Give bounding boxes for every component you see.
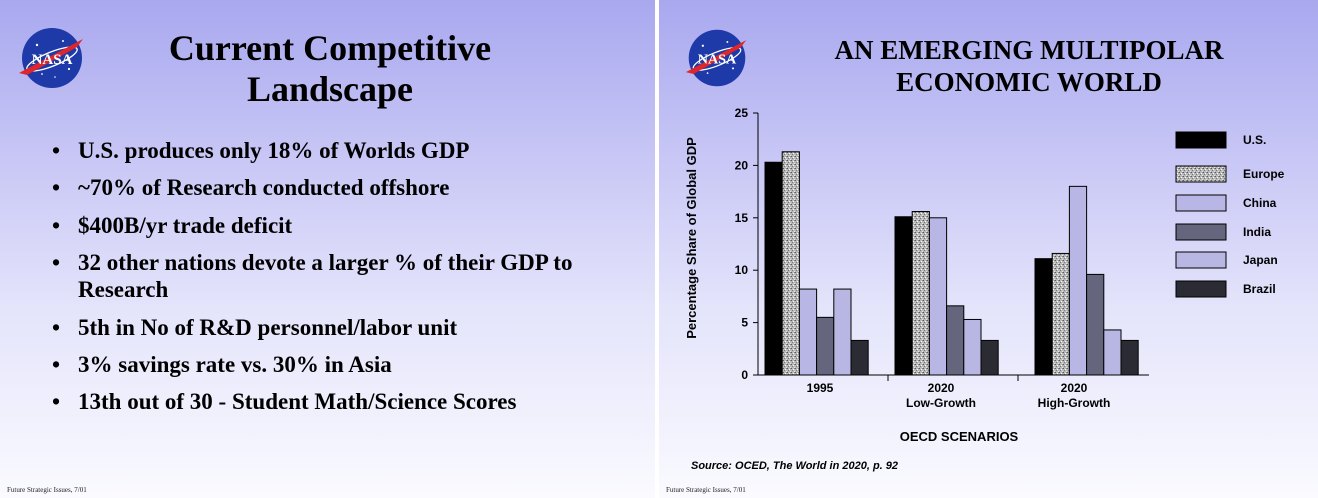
bar (946, 305, 965, 376)
y-tick-label: 20 (735, 158, 749, 172)
bullet-dot: • (52, 212, 61, 238)
legend-label: Europe (1243, 167, 1285, 181)
slide-current-competitive-landscape: NASA Current Competitive Landscape • U.S.… (0, 0, 655, 498)
slide-title: AN EMERGING MULTIPOLAR ECONOMIC WORLD (749, 34, 1309, 99)
bar (781, 151, 800, 376)
legend-swatch (1175, 223, 1227, 241)
bullet-text: 32 other nations devote a larger % of th… (78, 250, 573, 303)
svg-text:NASA: NASA (32, 52, 73, 68)
x-tick-label: 2020 (928, 381, 955, 395)
bar (1034, 258, 1053, 376)
bullet-list: • U.S. produces only 18% of Worlds GDP • ~7… (52, 138, 642, 427)
legend-label: Brazil (1243, 282, 1276, 296)
bar (980, 339, 999, 376)
bullet-dot: • (52, 314, 61, 340)
bullet-item: • 3% savings rate vs. 30% in Asia (52, 352, 642, 379)
bullet-item: • 32 other nations devote a larger % of t… (52, 250, 642, 304)
slide-title-line2: ECONOMIC WORLD (896, 67, 1162, 98)
y-axis-title: Percentage Share of Global GDP (684, 137, 699, 339)
bar (963, 318, 982, 376)
legend-swatch (1175, 165, 1227, 183)
legend-swatch (1175, 131, 1227, 149)
legend-label: India (1243, 225, 1271, 239)
x-tick-sublabel: High-Growth (1038, 396, 1111, 410)
bullet-item: • ~70% of Research conducted offshore (52, 175, 642, 202)
bar (894, 216, 913, 376)
bullet-item: • 13th out of 30 - Student Math/Science S… (52, 389, 642, 416)
x-tick-label: 1995 (807, 381, 834, 395)
y-tick-label: 5 (741, 316, 748, 330)
legend-swatch (1175, 194, 1227, 212)
bar (798, 288, 818, 376)
bar (1120, 339, 1139, 376)
bullet-dot: • (52, 389, 61, 415)
bar (1051, 252, 1070, 376)
y-tick-label: 0 (741, 368, 748, 382)
bar (928, 217, 948, 376)
bar (764, 161, 783, 376)
bullet-text: ~70% of Research conducted offshore (78, 175, 450, 201)
y-tick-label: 15 (735, 211, 749, 225)
bar (850, 339, 869, 376)
bullet-item: • 5th in No of R&D personnel/labor unit (52, 315, 642, 342)
bullet-text: $400B/yr trade deficit (78, 212, 293, 238)
legend-label: Japan (1243, 253, 1278, 267)
legend-swatch (1175, 251, 1227, 269)
y-tick-label: 10 (735, 263, 749, 277)
legend-label: China (1243, 196, 1277, 210)
footer-text: Future Strategic Issues, 7/01 (7, 486, 87, 494)
bullet-dot: • (52, 351, 61, 377)
legend-swatch (1175, 280, 1227, 298)
svg-text:NASA: NASA (698, 52, 737, 68)
bullet-text: 5th in No of R&D personnel/labor unit (78, 314, 458, 340)
x-axis-title: OECD SCENARIOS (900, 429, 1019, 444)
bar (816, 316, 835, 376)
bullet-text: 3% savings rate vs. 30% in Asia (78, 351, 392, 377)
slide-emerging-multipolar-world: NASA AN EMERGING MULTIPOLAR ECONOMIC WOR… (659, 0, 1318, 498)
bar (1086, 273, 1105, 376)
bullet-item: • $400B/yr trade deficit (52, 213, 642, 240)
bullet-text: U.S. produces only 18% of Worlds GDP (78, 138, 470, 163)
footer-text: Future Strategic Issues, 7/01 (666, 486, 746, 494)
slide-title: Current Competitive Landscape (168, 28, 492, 109)
bar (833, 288, 852, 376)
bullet-dot: • (52, 138, 61, 163)
bullet-dot: • (52, 250, 61, 276)
bullet-text: 13th out of 30 - Student Math/Science Sc… (78, 389, 517, 415)
x-tick-label: 2020 (1061, 381, 1088, 395)
bar (1103, 329, 1122, 376)
source-note: Source: OCED, The World in 2020, p. 92 (691, 460, 899, 472)
bullet-dot: • (52, 175, 61, 201)
bar (911, 211, 930, 376)
bar (1068, 185, 1088, 376)
y-tick-label: 25 (735, 106, 749, 120)
nasa-logo-left: NASA (17, 25, 87, 96)
nasa-logo-right: NASA (684, 26, 750, 95)
slide-title-line1: AN EMERGING MULTIPOLAR (834, 35, 1224, 65)
x-tick-sublabel: Low-Growth (906, 396, 976, 410)
bullet-item: • U.S. produces only 18% of Worlds GDP (52, 138, 642, 165)
legend-label: U.S. (1243, 133, 1266, 147)
slide-divider (655, 0, 659, 498)
